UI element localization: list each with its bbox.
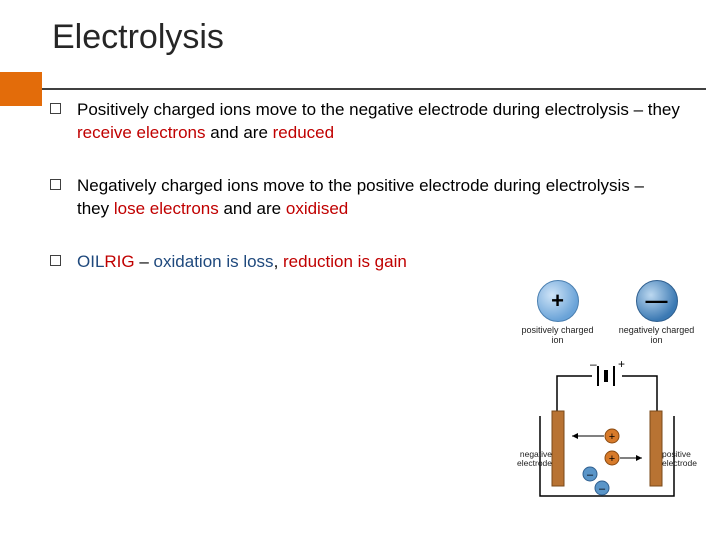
ion-positive: + positively chargedion (513, 280, 603, 346)
bullet-item: Positively charged ions move to the nega… (50, 99, 680, 145)
electrolysis-cell-svg: – + + + – – (512, 356, 702, 506)
electrode-label-right: positiveelectrode (662, 450, 708, 468)
svg-text:+: + (609, 453, 615, 465)
svg-text:+: + (609, 431, 615, 443)
bullet-item: Negatively charged ions move to the posi… (50, 175, 680, 221)
battery-pos-label: + (618, 357, 625, 371)
battery-neg-label: – (590, 357, 597, 371)
content-area: Positively charged ions move to the nega… (0, 67, 720, 274)
bullet-marker-icon (50, 179, 61, 190)
electrode-label-left: negativeelectrode (506, 450, 552, 468)
ion-label: negatively chargedion (612, 326, 702, 346)
ion-circle-negative: — (636, 280, 678, 322)
svg-text:–: – (587, 469, 594, 481)
svg-text:–: – (599, 483, 606, 495)
bullet-item: OILRIG – oxidation is loss, reduction is… (50, 251, 680, 274)
accent-block (0, 72, 42, 106)
title-rule (42, 88, 706, 90)
ion-row: + positively chargedion — negatively cha… (508, 280, 706, 346)
bullet-text: OILRIG – oxidation is loss, reduction is… (77, 251, 407, 274)
ion-negative: — negatively chargedion (612, 280, 702, 346)
bullet-text: Positively charged ions move to the nega… (77, 99, 680, 145)
electrolysis-diagram: + positively chargedion — negatively cha… (508, 280, 706, 530)
page-title: Electrolysis (0, 0, 720, 67)
bullet-marker-icon (50, 103, 61, 114)
ion-label: positively chargedion (513, 326, 603, 346)
bullet-text: Negatively charged ions move to the posi… (77, 175, 680, 221)
bullet-marker-icon (50, 255, 61, 266)
ion-circle-positive: + (537, 280, 579, 322)
